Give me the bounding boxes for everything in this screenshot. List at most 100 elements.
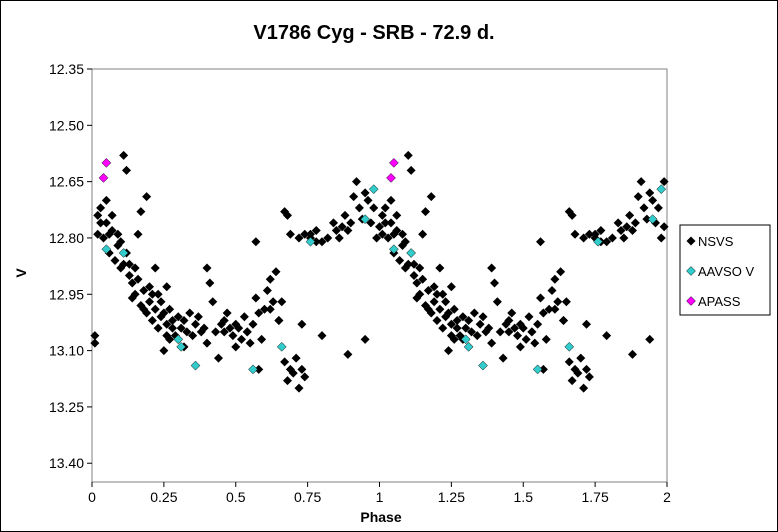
- data-point: [150, 304, 160, 314]
- data-point: [625, 210, 635, 220]
- data-point: [145, 297, 154, 307]
- data-point: [386, 195, 396, 205]
- data-point: [377, 229, 387, 239]
- data-point: [544, 304, 554, 314]
- data-point: [383, 233, 393, 243]
- data-point: [360, 214, 370, 225]
- data-point: [446, 331, 456, 341]
- data-point: [306, 229, 315, 239]
- data-point: [219, 316, 229, 326]
- data-point: [490, 278, 499, 288]
- data-point: [576, 353, 586, 363]
- data-point: [300, 372, 310, 382]
- series-aavso-v: [101, 184, 667, 375]
- data-point: [564, 341, 575, 352]
- data-point: [122, 165, 131, 175]
- data-point: [156, 297, 166, 307]
- data-point: [467, 327, 476, 337]
- data-point: [285, 229, 295, 239]
- data-point: [630, 218, 640, 228]
- data-point: [602, 331, 612, 341]
- data-point: [118, 248, 129, 258]
- data-point: [276, 341, 287, 352]
- data-point: [429, 282, 439, 292]
- data-point: [460, 334, 471, 345]
- data-point: [406, 248, 416, 258]
- data-point: [150, 263, 160, 273]
- data-point: [487, 263, 497, 273]
- data-point: [262, 286, 272, 296]
- data-point: [153, 289, 163, 299]
- data-point: [444, 346, 453, 356]
- data-point: [645, 334, 655, 344]
- data-point: [628, 349, 637, 359]
- data-point: [159, 346, 169, 356]
- legend: NSVS AAVSO V APASS: [679, 224, 771, 316]
- data-point: [297, 319, 307, 329]
- data-point: [93, 229, 103, 239]
- data-point: [208, 297, 218, 307]
- data-point: [389, 158, 399, 168]
- data-point: [190, 360, 201, 371]
- x-axis: 0 0.25 0.5 0.75 1 1.25 1.5 1.75 2: [88, 482, 671, 505]
- data-point: [438, 323, 448, 333]
- data-point: [596, 225, 606, 235]
- data-point: [239, 312, 249, 322]
- data-point: [214, 353, 223, 363]
- data-point: [90, 338, 100, 348]
- data-point: [400, 237, 410, 247]
- data-point: [469, 308, 479, 318]
- data-point: [536, 293, 545, 303]
- data-point: [478, 312, 488, 322]
- data-point: [185, 308, 195, 318]
- data-point: [426, 308, 436, 318]
- data-point: [265, 304, 275, 314]
- data-point: [222, 308, 232, 318]
- data-point: [648, 195, 658, 205]
- y-tick-label: 12.95: [49, 286, 84, 302]
- legend-label: AAVSO V: [698, 264, 754, 279]
- data-point: [188, 331, 198, 341]
- data-point: [205, 278, 215, 288]
- data-point: [280, 357, 290, 367]
- data-point: [124, 271, 134, 280]
- x-tick-label: 0: [88, 489, 96, 505]
- data-point: [441, 297, 451, 307]
- data-point: [547, 286, 557, 296]
- data-point: [559, 316, 568, 326]
- data-point: [317, 237, 327, 247]
- data-point: [107, 225, 117, 235]
- data-point: [162, 319, 172, 329]
- data-point: [392, 225, 402, 235]
- data-point: [622, 222, 632, 232]
- data-point: [513, 331, 522, 341]
- data-point: [173, 312, 183, 322]
- data-point: [283, 376, 292, 386]
- data-point: [311, 237, 321, 247]
- data-point: [616, 225, 626, 235]
- data-point: [297, 364, 307, 374]
- legend-items: NSVS AAVSO V APASS: [686, 234, 754, 309]
- data-point: [582, 319, 591, 329]
- data-point: [564, 357, 574, 367]
- data-point: [536, 237, 545, 247]
- x-tick-label: 0.25: [150, 489, 177, 505]
- data-point: [415, 263, 425, 273]
- data-point: [527, 327, 537, 337]
- data-point: [193, 312, 203, 322]
- data-point: [147, 289, 157, 299]
- plot-area: [91, 68, 668, 483]
- data-point: [323, 233, 333, 243]
- data-point: [145, 282, 154, 292]
- data-point: [331, 225, 341, 235]
- data-point: [136, 207, 146, 217]
- x-tick-label: 1.25: [438, 489, 465, 505]
- data-point: [423, 286, 433, 296]
- data-point: [432, 289, 442, 299]
- data-point: [340, 210, 350, 220]
- data-point: [101, 195, 111, 205]
- data-point: [633, 192, 643, 202]
- data-point: [234, 323, 244, 333]
- data-point: [124, 259, 134, 269]
- x-tick-label: 2: [663, 489, 671, 505]
